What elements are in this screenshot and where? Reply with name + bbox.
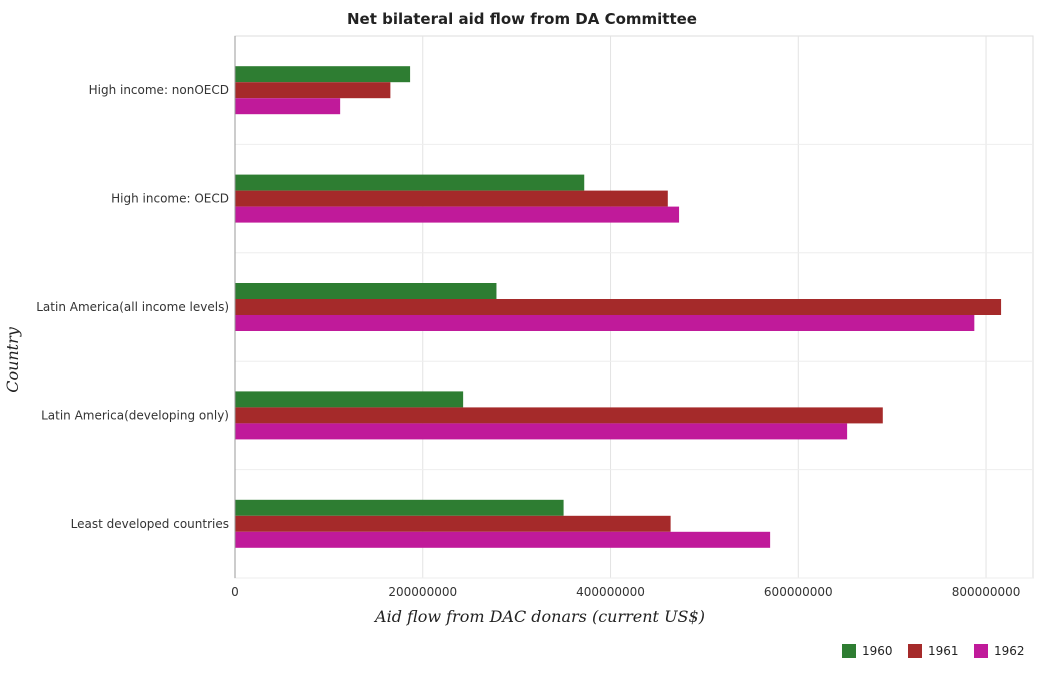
bar-1960 <box>235 499 564 516</box>
bar-1962 <box>235 531 771 548</box>
bar-1962 <box>235 206 680 223</box>
x-tick-label: 800000000 <box>952 585 1021 599</box>
legend-label: 1962 <box>994 644 1025 658</box>
legend-swatch <box>974 644 988 658</box>
legend-label: 1960 <box>862 644 893 658</box>
x-tick-label: 400000000 <box>576 585 645 599</box>
x-tick-label: 600000000 <box>764 585 833 599</box>
bar-1961 <box>235 407 883 424</box>
bar-1962 <box>235 98 341 115</box>
bar-1961 <box>235 190 668 207</box>
chart-title: Net bilateral aid flow from DA Committee <box>347 10 697 28</box>
bar-1961 <box>235 515 671 532</box>
legend: 1960 1961 1962 <box>842 644 1025 658</box>
bar-1960 <box>235 66 411 83</box>
bar-1961 <box>235 299 1002 315</box>
x-axis-label: Aid flow from DAC donars (current US$) <box>373 607 705 626</box>
y-tick-label: Latin America(developing only) <box>41 408 229 422</box>
x-tick-label: 200000000 <box>388 585 457 599</box>
y-tick-label: Least developed countries <box>71 517 229 531</box>
legend-label: 1961 <box>928 644 959 658</box>
legend-swatch <box>908 644 922 658</box>
bar-1962 <box>235 315 975 331</box>
bar-1961 <box>235 82 391 99</box>
axes: 0 200000000 400000000 600000000 800000000 Hig… <box>36 36 1020 599</box>
y-tick-label: High income: OECD <box>111 192 229 206</box>
bar-1960 <box>235 391 464 408</box>
y-tick-label: High income: nonOECD <box>89 83 229 97</box>
x-tick-label: 0 <box>231 585 239 599</box>
bar-1960 <box>235 283 497 299</box>
y-tick-label: Latin America(all income levels) <box>36 300 229 314</box>
legend-swatch <box>842 644 856 658</box>
bar-1962 <box>235 423 848 440</box>
bar-1960 <box>235 174 585 191</box>
bars <box>235 66 1002 548</box>
y-axis-label: Country <box>3 326 22 393</box>
